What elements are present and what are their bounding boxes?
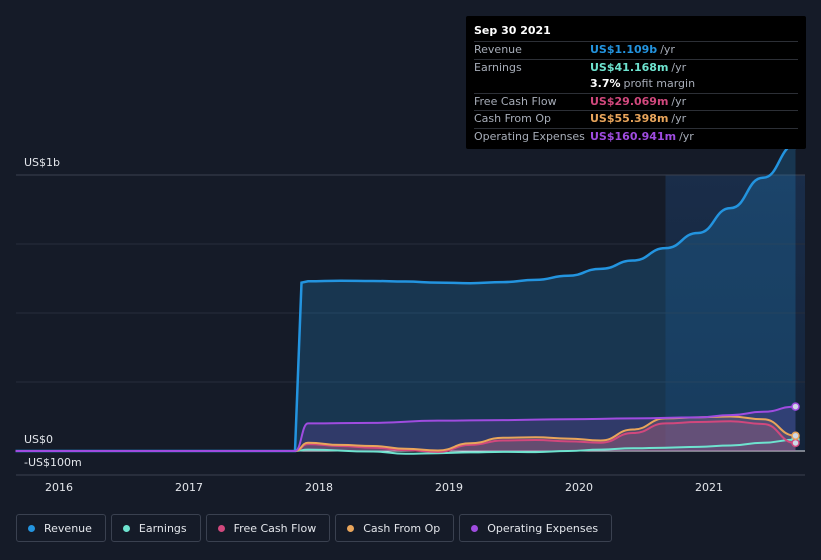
tooltip-row-earnings: Earnings US$41.168m /yr xyxy=(474,60,798,77)
legend-item-cash-from-op[interactable]: Cash From Op xyxy=(335,514,455,542)
x-tick-label: 2019 xyxy=(435,481,463,494)
x-tick-label: 2020 xyxy=(565,481,593,494)
x-tick-label: 2016 xyxy=(45,481,73,494)
legend-label: Revenue xyxy=(44,521,92,535)
legend-dot-icon xyxy=(471,524,479,532)
legend-item-operating-expenses[interactable]: Operating Expenses xyxy=(459,514,613,542)
tooltip-row-cfo: Cash From Op US$55.398m /yr xyxy=(474,111,798,129)
legend-label: Free Cash Flow xyxy=(233,521,317,535)
legend-label: Cash From Op xyxy=(363,521,441,535)
tooltip-unit: /yr xyxy=(671,94,687,108)
y-label-bottom: -US$100m xyxy=(24,456,82,469)
tooltip-value: US$29.069m xyxy=(590,94,669,108)
tooltip-row-revenue: Revenue US$1.109b /yr xyxy=(474,42,798,60)
y-label-zero: US$0 xyxy=(24,433,53,446)
series-endpoint-cash-from-op xyxy=(791,431,800,440)
tooltip-label: Earnings xyxy=(474,60,522,74)
tooltip-row-fcf: Free Cash Flow US$29.069m /yr xyxy=(474,94,798,111)
tooltip-unit: /yr xyxy=(671,112,687,125)
series-area-revenue xyxy=(15,144,796,451)
series-endpoint-free-cash-flow xyxy=(791,438,800,448)
y-label-top: US$1b xyxy=(24,156,60,169)
legend-item-revenue[interactable]: Revenue xyxy=(16,514,106,542)
tooltip-label: Operating Expenses xyxy=(474,129,585,143)
series-line-revenue xyxy=(15,143,796,453)
legend-label: Earnings xyxy=(138,521,187,535)
tooltip-label: Revenue xyxy=(474,43,522,56)
x-tick-label: 2021 xyxy=(695,481,723,494)
series-line-earnings xyxy=(15,438,796,455)
legend: Revenue Earnings Free Cash Flow Cash Fro… xyxy=(16,514,613,542)
tooltip-unit: /yr xyxy=(679,129,694,143)
tooltip-value: US$1.109b xyxy=(590,43,658,56)
x-tick-label: 2018 xyxy=(305,481,333,494)
series-line-operating-expenses xyxy=(15,405,796,453)
tooltip-label: Cash From Op xyxy=(474,112,552,125)
legend-dot-icon xyxy=(347,524,355,532)
tooltip-unit: /yr xyxy=(671,60,687,74)
legend-item-earnings[interactable]: Earnings xyxy=(110,514,201,542)
series-area-free-cash-flow xyxy=(15,421,796,452)
x-tick-label: 2017 xyxy=(175,481,203,494)
tooltip-value: US$160.941m xyxy=(590,129,677,143)
tooltip-row-opex: Operating Expenses US$160.941m /yr xyxy=(474,129,798,146)
grid-lines xyxy=(16,174,805,476)
tooltip-value: 3.7% xyxy=(590,77,621,90)
tooltip-unit: profit margin xyxy=(623,77,696,90)
legend-dot-icon xyxy=(28,524,35,532)
tooltip-value: US$55.398m xyxy=(590,112,669,125)
x-axis-ticks: 2016 2017 2018 2019 2020 2021 xyxy=(45,481,723,494)
tooltip-label: Free Cash Flow xyxy=(474,94,557,108)
tooltip-row-profit-margin: 3.7% profit margin xyxy=(474,76,798,94)
tooltip: Sep 30 2021 Revenue US$1.109b /yr Earnin… xyxy=(466,16,806,149)
series-lines xyxy=(15,143,796,455)
series-endpoint-operating-expenses xyxy=(791,402,800,411)
tooltip-date: Sep 30 2021 xyxy=(474,22,798,42)
tooltip-label xyxy=(474,76,590,93)
legend-item-free-cash-flow[interactable]: Free Cash Flow xyxy=(205,514,331,542)
legend-label: Operating Expenses xyxy=(487,521,599,535)
legend-dot-icon xyxy=(122,524,130,532)
tooltip-value: US$41.168m xyxy=(590,60,669,74)
tooltip-unit: /yr xyxy=(660,43,675,56)
legend-dot-icon xyxy=(217,524,225,532)
series-line-free-cash-flow xyxy=(15,420,796,453)
